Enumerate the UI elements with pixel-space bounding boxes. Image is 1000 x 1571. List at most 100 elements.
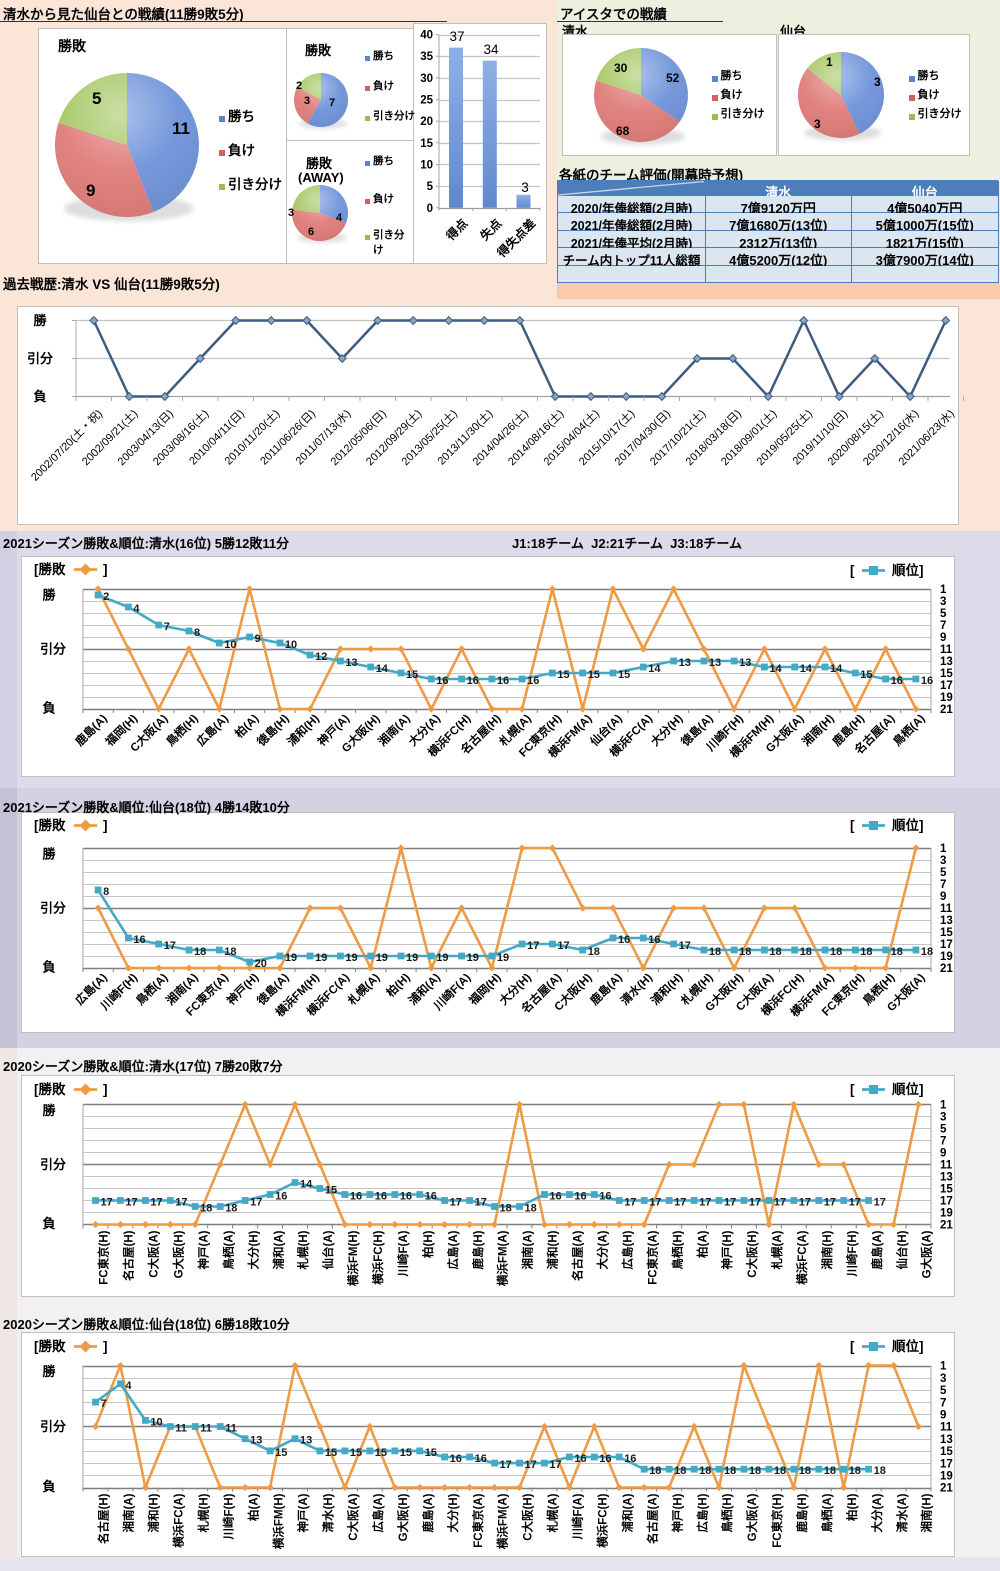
svg-text:13: 13: [250, 1435, 262, 1447]
svg-text:18: 18: [649, 1465, 661, 1477]
svg-text:10: 10: [285, 639, 297, 651]
svg-text:18: 18: [500, 1203, 512, 1215]
svg-text:川崎F(H): 川崎F(H): [845, 1230, 859, 1277]
svg-text:7: 7: [940, 1397, 946, 1409]
svg-text:[: [: [850, 1339, 855, 1354]
svg-text:神戸(H): 神戸(H): [670, 1493, 684, 1532]
svg-text:17: 17: [527, 940, 539, 952]
svg-text:湘南(A): 湘南(A): [521, 1230, 535, 1269]
svg-text:3: 3: [940, 855, 946, 867]
svg-text:[勝敗: [勝敗: [34, 1081, 66, 1097]
svg-text:14: 14: [376, 663, 389, 675]
svg-text:14: 14: [300, 1179, 313, 1191]
svg-text:15: 15: [860, 669, 872, 681]
svg-text:鳥栖(A): 鳥栖(A): [890, 711, 928, 749]
svg-text:17: 17: [125, 1197, 137, 1209]
svg-text:19: 19: [406, 952, 418, 964]
svg-text:10: 10: [420, 160, 433, 172]
svg-text:17: 17: [475, 1197, 487, 1209]
svg-text:18: 18: [769, 946, 781, 958]
svg-text:湘南(A): 湘南(A): [375, 711, 413, 749]
svg-text:C大阪(A): C大阪(A): [147, 1230, 161, 1277]
svg-text:35: 35: [420, 51, 433, 63]
svg-text:15: 15: [940, 668, 953, 680]
svg-text:17: 17: [175, 1197, 187, 1209]
svg-text:福岡(H): 福岡(H): [465, 970, 503, 1008]
svg-text:湘南(A): 湘南(A): [122, 1493, 136, 1532]
svg-text:9: 9: [940, 891, 946, 903]
svg-text:13: 13: [300, 1435, 312, 1447]
svg-text:鳥栖(H): 鳥栖(H): [163, 711, 201, 749]
svg-text:名古屋(A): 名古屋(A): [645, 1493, 659, 1544]
svg-text:名古屋(H): 名古屋(H): [97, 1493, 111, 1544]
svg-text:19: 19: [940, 1208, 953, 1220]
svg-text:横浜FM(A): 横浜FM(A): [496, 1493, 510, 1549]
svg-text:順位]: 順位]: [892, 817, 924, 833]
svg-text:札幌(A): 札幌(A): [546, 1493, 560, 1533]
svg-text:負: 負: [42, 1216, 55, 1231]
svg-text:徳島(H): 徳島(H): [253, 711, 291, 749]
svg-text:16: 16: [350, 1191, 362, 1203]
svg-text:34: 34: [483, 42, 499, 57]
svg-text:大分(A): 大分(A): [870, 1493, 884, 1532]
svg-text:5: 5: [427, 181, 434, 193]
svg-text:15: 15: [325, 1185, 337, 1197]
svg-text:3: 3: [940, 596, 946, 608]
svg-text:G大阪(H): G大阪(H): [396, 1493, 410, 1541]
svg-text:17: 17: [940, 1458, 953, 1470]
svg-text:21: 21: [940, 1483, 953, 1495]
svg-text:17: 17: [799, 1197, 811, 1209]
svg-text:15: 15: [375, 1447, 387, 1459]
svg-text:1: 1: [940, 1100, 947, 1112]
svg-text:浦和(A): 浦和(A): [271, 1230, 285, 1269]
svg-text:19: 19: [467, 952, 479, 964]
svg-text:19: 19: [940, 951, 953, 963]
svg-text:負: 負: [42, 1479, 55, 1494]
svg-text:17: 17: [940, 680, 953, 692]
svg-text:9: 9: [255, 633, 261, 645]
svg-text:神戸(A): 神戸(A): [296, 1493, 310, 1532]
svg-text:3: 3: [940, 1112, 946, 1124]
svg-text:7: 7: [940, 879, 946, 891]
svg-text:G大阪(A): G大阪(A): [745, 1493, 759, 1541]
svg-text:15: 15: [940, 927, 953, 939]
svg-text:15: 15: [588, 669, 600, 681]
svg-text:順位]: 順位]: [892, 1081, 924, 1097]
svg-text:勝: 勝: [42, 1364, 56, 1379]
svg-text:G大阪(A): G大阪(A): [920, 1230, 934, 1278]
svg-text:4: 4: [125, 1380, 132, 1392]
svg-text:FC東京(H): FC東京(H): [770, 1493, 784, 1547]
svg-text:16: 16: [891, 675, 903, 687]
svg-text:[勝敗: [勝敗: [34, 561, 66, 577]
svg-text:柏(A): 柏(A): [232, 711, 261, 740]
svg-text:16: 16: [467, 675, 479, 687]
svg-text:鹿島(H): 鹿島(H): [795, 1493, 809, 1532]
svg-text:40: 40: [420, 30, 433, 42]
svg-text:鳥栖(A): 鳥栖(A): [820, 1493, 834, 1532]
svg-text:15: 15: [940, 1446, 953, 1458]
svg-text:17: 17: [250, 1197, 262, 1209]
svg-text:14: 14: [830, 663, 843, 675]
svg-text:16: 16: [275, 1191, 287, 1203]
svg-text:7: 7: [164, 621, 170, 633]
svg-text:1: 1: [940, 584, 947, 596]
svg-text:名古屋(H): 名古屋(H): [122, 1230, 136, 1281]
svg-text:18: 18: [799, 1465, 811, 1477]
svg-text:清水(H): 清水(H): [618, 970, 656, 1008]
svg-text:18: 18: [774, 1465, 786, 1477]
svg-text:引分: 引分: [27, 351, 53, 366]
svg-text:3: 3: [940, 1373, 946, 1385]
svg-text:17: 17: [164, 940, 176, 952]
svg-text:13: 13: [345, 657, 357, 669]
svg-text:FC東京(A): FC東京(A): [645, 1230, 659, 1284]
svg-text:C大阪(H): C大阪(H): [521, 1493, 535, 1540]
svg-text:FC東京(A): FC東京(A): [471, 1493, 485, 1547]
svg-text:]: ]: [103, 818, 108, 833]
svg-text:浦和(H): 浦和(H): [284, 711, 322, 749]
svg-text:7: 7: [940, 1136, 946, 1148]
svg-text:柏(A): 柏(A): [246, 1493, 260, 1521]
svg-text:18: 18: [525, 1203, 537, 1215]
svg-text:16: 16: [921, 675, 933, 687]
svg-text:21: 21: [940, 1220, 953, 1232]
svg-text:18: 18: [200, 1203, 212, 1215]
